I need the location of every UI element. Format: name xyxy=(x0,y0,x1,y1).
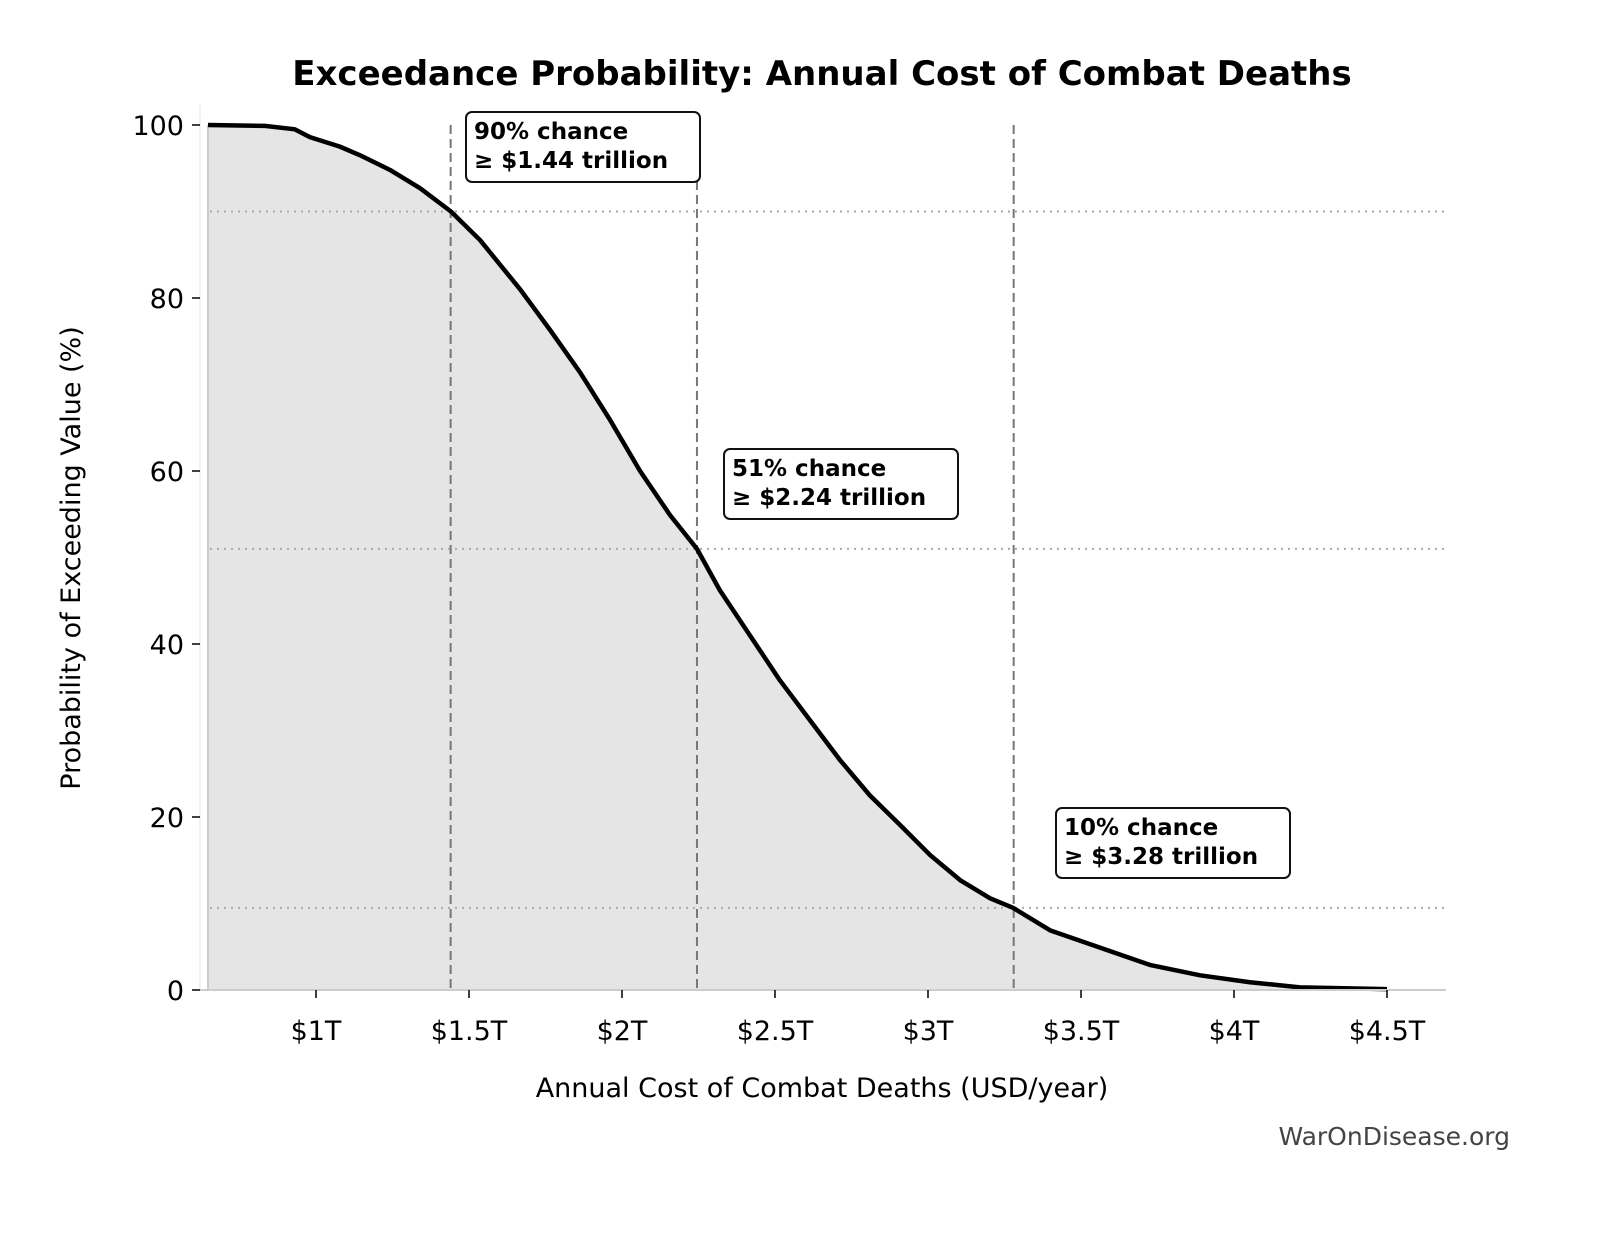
exceedance-area xyxy=(207,125,1388,990)
annotation-line1: 90% chance xyxy=(474,119,628,145)
x-tick-label: $3.5T xyxy=(1043,1016,1120,1047)
y-axis-label: Probability of Exceeding Value (%) xyxy=(56,326,87,789)
watermark: WarOnDisease.org xyxy=(1278,1122,1510,1151)
x-tick-label: $4.5T xyxy=(1349,1016,1426,1047)
x-tick-label: $4T xyxy=(1209,1016,1260,1047)
x-tick-label: $2.5T xyxy=(737,1016,814,1047)
annotation-box xyxy=(1055,807,1291,879)
annotation-box xyxy=(723,448,959,520)
chart-title: Exceedance Probability: Annual Cost of C… xyxy=(292,54,1351,94)
x-tick-label: $1T xyxy=(291,1016,342,1047)
x-tick-label: $3T xyxy=(903,1016,954,1047)
plot-area: 90% chance ≥ $1.44 trillion 51% chance ≥ $2… xyxy=(132,105,1446,1047)
x-tick-label: $2T xyxy=(597,1016,648,1047)
y-tick-label: 0 xyxy=(167,976,184,1007)
annotation-box xyxy=(465,111,701,183)
annotation-line1: 51% chance xyxy=(732,456,886,482)
annotation-line1: 10% chance xyxy=(1064,815,1218,841)
y-tick-label: 100 xyxy=(132,111,184,142)
x-axis-label: Annual Cost of Combat Deaths (USD/year) xyxy=(536,1073,1109,1104)
y-tick-label: 40 xyxy=(150,630,184,661)
exceedance-curve xyxy=(207,122,1388,992)
annotation-line2: ≥ $3.28 trillion xyxy=(1064,844,1258,870)
y-tick-label: 20 xyxy=(150,803,184,834)
y-tick-label: 60 xyxy=(150,457,184,488)
x-tick-label: $1.5T xyxy=(431,1016,508,1047)
annotation-line2: ≥ $2.24 trillion xyxy=(732,485,926,511)
y-tick-label: 80 xyxy=(150,284,184,315)
annotation-line2: ≥ $1.44 trillion xyxy=(474,148,668,174)
